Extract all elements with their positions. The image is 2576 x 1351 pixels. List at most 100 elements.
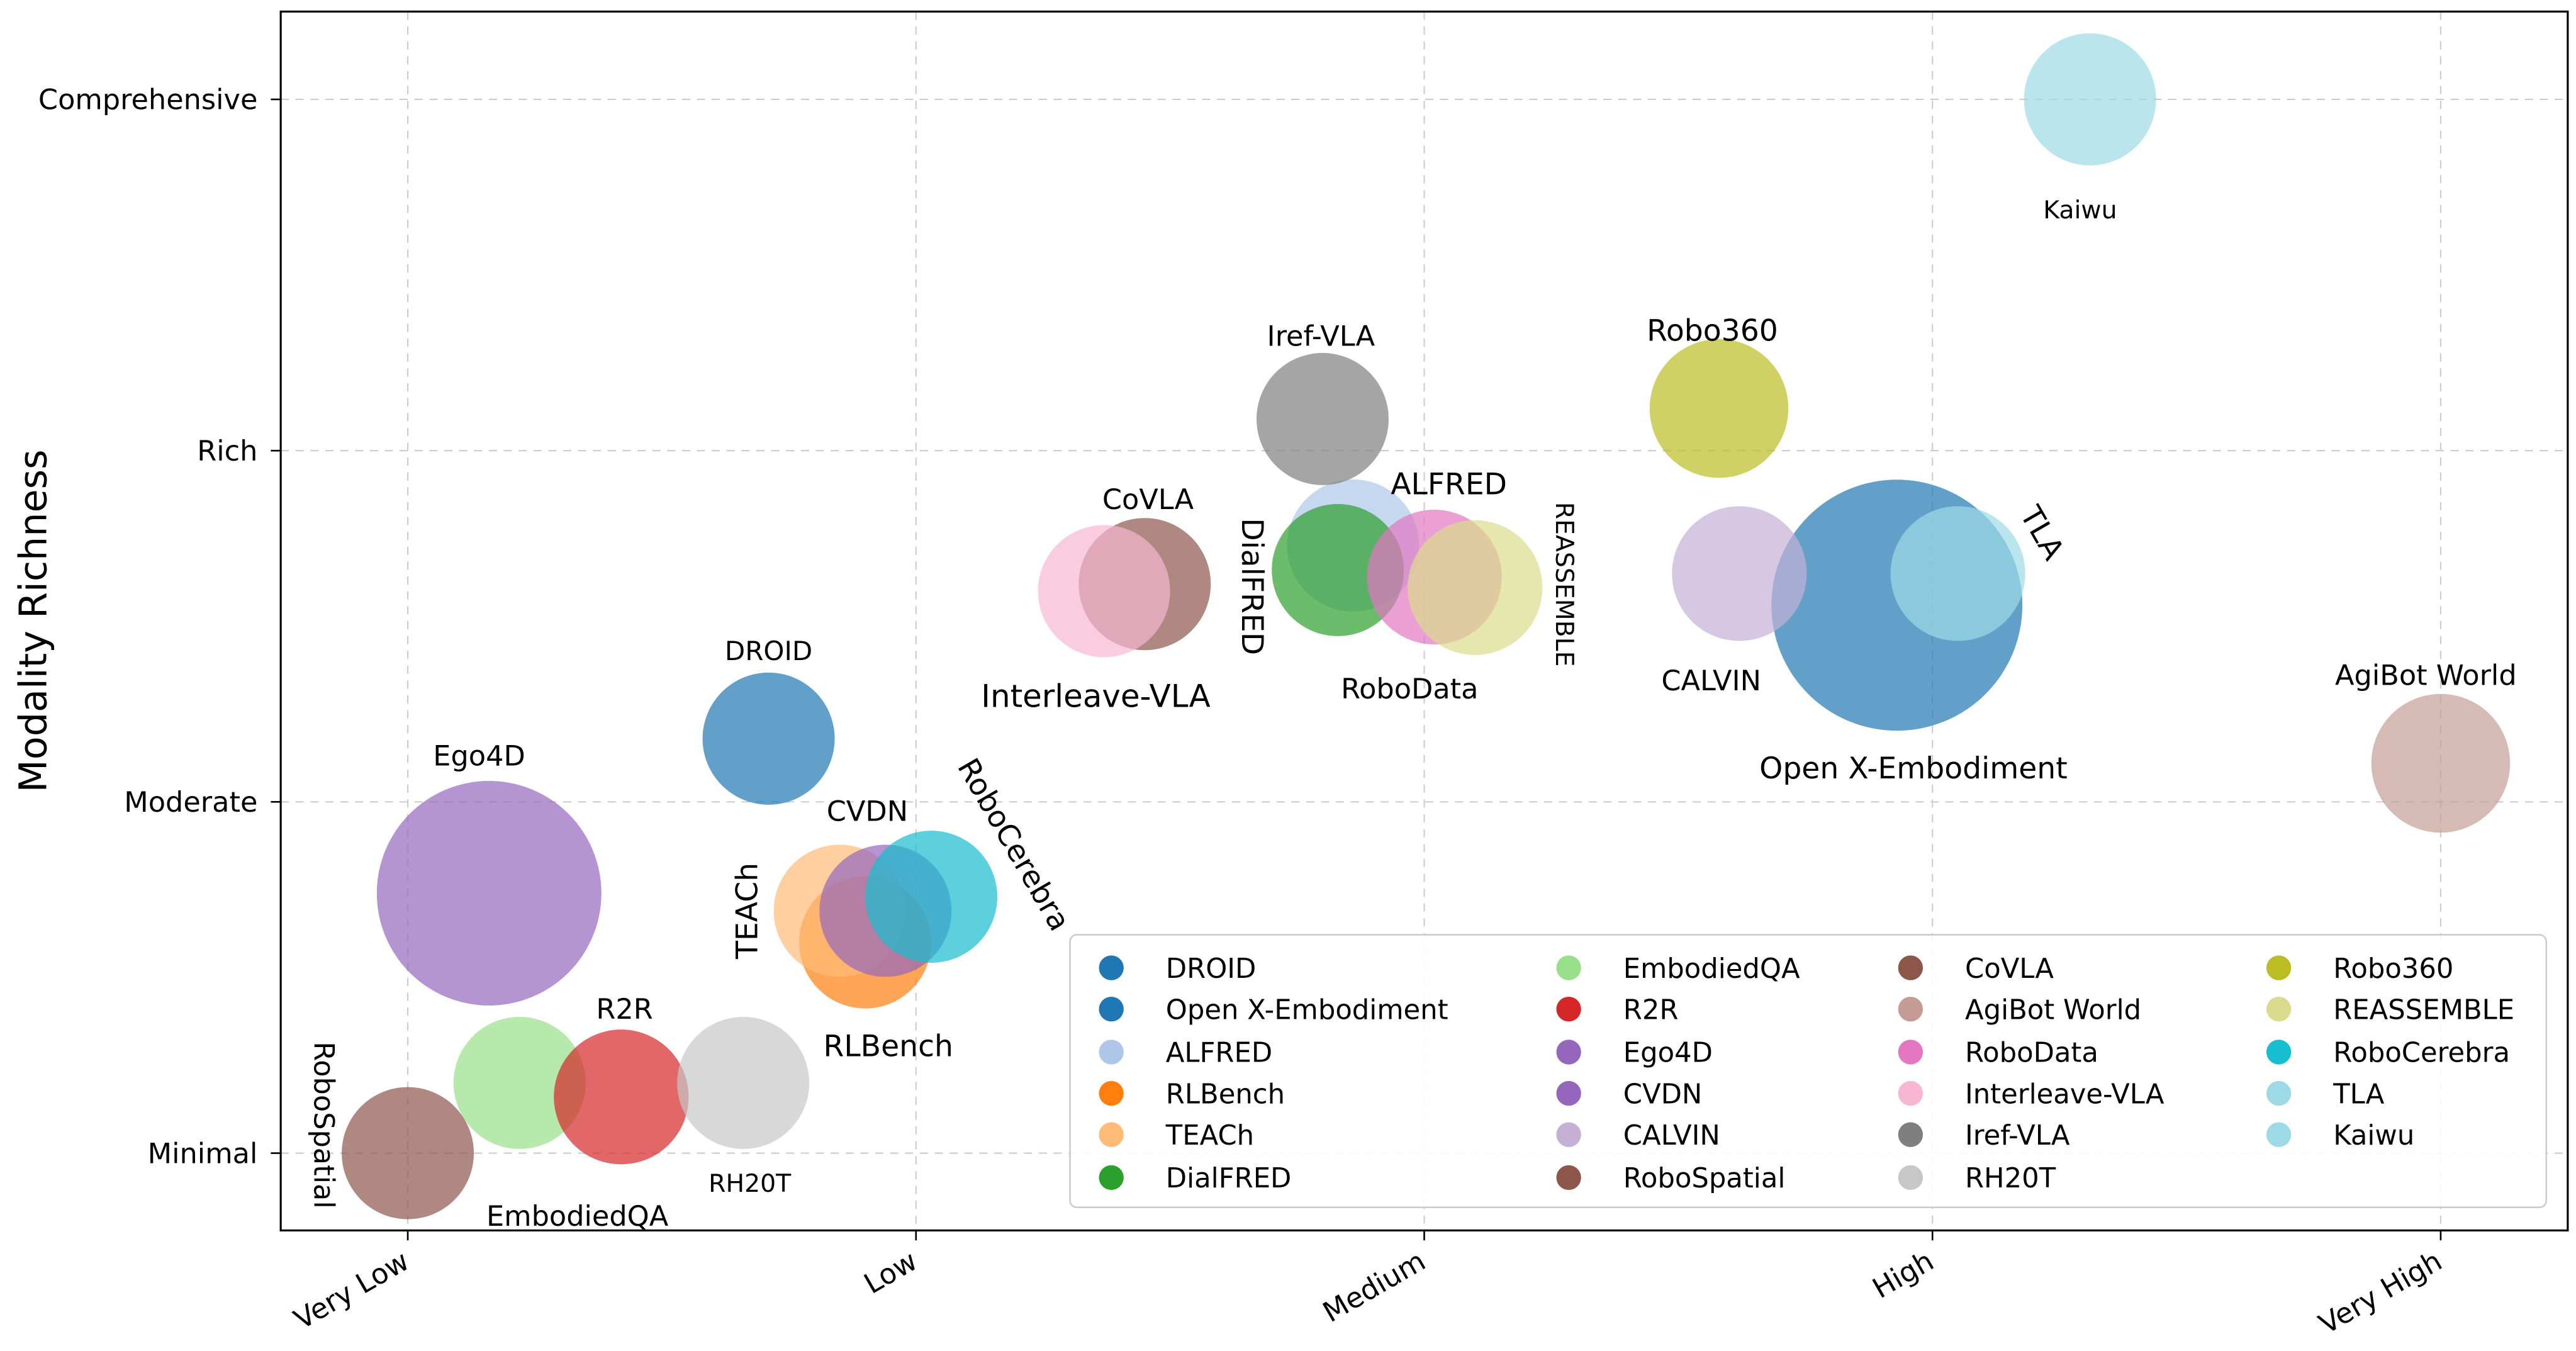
legend-entry: Iref-VLA [1965,1120,2070,1152]
x-tick-label: Low [858,1245,922,1301]
bubble-reassemble [1408,520,1543,655]
legend-entry: AgiBot World [1965,994,2141,1026]
legend-marker [1099,1122,1124,1147]
legend-entry: DialFRED [1166,1163,1292,1194]
point-label: RoboSpatial [308,1041,340,1209]
legend-marker [1898,1040,1924,1065]
point-label: Iref-VLA [1267,320,1375,352]
bubble-agibot-world [2371,693,2511,833]
legend-marker [1099,997,1124,1022]
legend-marker [1556,1040,1581,1065]
point-label: Robo360 [1647,313,1778,348]
point-label: Interleave-VLA [981,678,1210,715]
legend-marker [1898,955,1924,980]
legend-marker [2266,997,2292,1022]
point-labels: DROID Open X-Embodiment ALFRED RLBench TEACh… [308,196,2517,1233]
bubble-robospatial [342,1087,474,1219]
bubble-droid [702,672,835,805]
legend-entry: TLA [2332,1079,2385,1110]
legend-entry: RLBench [1166,1079,1285,1110]
bubble-robo360 [1649,339,1789,478]
point-label: RH20T [708,1169,792,1198]
point-label: ALFRED [1391,467,1507,502]
point-label: RLBench [824,1029,953,1064]
point-label: DialFRED [1235,518,1269,655]
bubble-ego4d [376,781,602,1006]
point-label: CALVIN [1661,664,1761,697]
y-tick-label: Minimal [148,1137,258,1170]
legend-marker [1556,1122,1581,1147]
legend-entry: Robo360 [2333,953,2453,985]
y-axis: Minimal Moderate Rich Comprehensive [38,84,281,1170]
legend-entry: CVDN [1623,1079,1703,1110]
legend-entry: Kaiwu [2333,1120,2414,1152]
legend-marker [1099,955,1124,980]
legend-marker [2266,1122,2292,1147]
legend-entry: EmbodiedQA [1623,953,1800,985]
point-label: Ego4D [433,739,525,772]
legend-marker [1898,1165,1924,1191]
legend-entry: REASSEMBLE [2333,994,2514,1026]
legend-entry: DROID [1166,953,1257,985]
point-label: R2R [596,993,652,1026]
legend-marker [1898,1122,1924,1147]
legend-marker [1099,1040,1124,1065]
y-axis-label: Modality Richness [11,449,55,792]
legend-entry: R2R [1623,994,1679,1026]
x-tick-label: Very High [2314,1245,2448,1341]
point-label: AgiBot World [2335,659,2517,692]
y-tick-label: Moderate [124,786,257,819]
legend-marker [1099,1080,1124,1106]
legend-entry: ALFRED [1166,1038,1272,1069]
legend-marker [2266,955,2292,980]
legend-entry: RoboSpatial [1623,1163,1786,1194]
legend-entry: RoboCerebra [2333,1038,2510,1069]
legend-box [1069,934,2548,1208]
point-label: CoVLA [1102,483,1194,516]
legend-entry: Interleave-VLA [1965,1079,2164,1110]
point-label: Open X-Embodiment [1759,751,2068,786]
bubble-calvin [1672,506,1807,641]
x-tick-label: Very Low [289,1245,415,1337]
point-label: Kaiwu [2043,196,2117,225]
legend-marker [1099,1165,1124,1191]
legend-entry: Open X-Embodiment [1166,994,1448,1026]
legend-marker [1898,1080,1924,1106]
legend-entry: CoVLA [1965,953,2054,985]
bubbles [342,33,2511,1219]
bubble-iref-vla [1256,352,1389,485]
legend-entry: Ego4D [1623,1038,1713,1069]
legend-entry: TEACh [1165,1120,1254,1152]
y-tick-label: Comprehensive [38,84,257,116]
point-label: EmbodiedQA [486,1200,669,1233]
y-tick-label: Rich [197,435,257,468]
x-tick-label: Medium [1318,1245,1431,1329]
legend-marker [2266,1040,2292,1065]
bubble-dialfred [1272,503,1404,636]
legend-entry: CALVIN [1623,1120,1720,1152]
bubble-interleave-vla [1038,525,1170,658]
point-label: CVDN [827,795,908,828]
bubble-kaiwu [2024,33,2156,165]
bubble-r2r [554,1029,689,1165]
point-label: TEACh [730,863,764,960]
legend: DROID Open X-Embodiment ALFRED RLBench TEACh… [1069,934,2548,1208]
bubble-embodiedqa [453,1016,586,1149]
legend-marker [1556,955,1581,980]
x-axis: Very Low Low Medium High Very High [289,1230,2448,1341]
legend-marker [2266,1080,2292,1106]
x-tick-label: High [1867,1245,1939,1305]
point-label: DROID [725,636,812,666]
legend-entry: RoboData [1965,1038,2098,1069]
bubble-tla [1890,506,2025,641]
legend-entry: RH20T [1965,1163,2056,1194]
point-label: RoboData [1341,673,1478,705]
legend-marker [1898,997,1924,1022]
legend-marker [1556,1165,1581,1191]
bubble-rh20t [677,1016,810,1149]
bubble-robocerebra [865,831,997,963]
point-label: REASSEMBLE [1550,502,1579,667]
legend-marker [1556,997,1581,1022]
legend-marker [1556,1080,1581,1106]
